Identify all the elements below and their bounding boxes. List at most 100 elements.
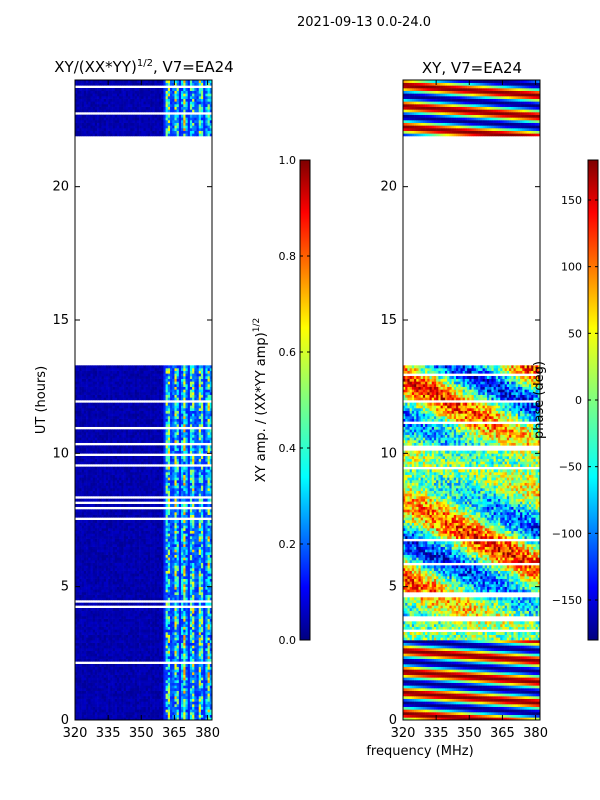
left-heatmap-cell — [143, 608, 147, 611]
left-heatmap-cell — [108, 536, 111, 539]
left-heatmap-cell — [103, 490, 107, 494]
left-heatmap-cell — [114, 672, 118, 675]
left-heatmap-cell — [152, 533, 155, 537]
left-heatmap-cell — [158, 618, 162, 622]
left-heatmap-cell — [163, 613, 166, 617]
left-heatmap-cell — [112, 530, 116, 534]
left-heatmap-cell — [79, 578, 82, 582]
left-heatmap-cell — [125, 597, 129, 601]
left-heatmap-cell — [81, 490, 85, 494]
left-heatmap-cell — [174, 658, 177, 662]
left-heatmap-cell — [143, 570, 147, 574]
left-heatmap-cell — [134, 602, 138, 606]
left-heatmap-cell — [132, 656, 135, 659]
left-heatmap-cell — [185, 618, 188, 622]
left-heatmap-cell — [90, 608, 93, 611]
left-heatmap-cell — [79, 626, 82, 630]
left-heatmap-cell — [163, 624, 166, 627]
left-heatmap-cell — [123, 522, 127, 526]
left-heatmap-cell — [108, 602, 111, 606]
left-heatmap-cell — [156, 642, 160, 646]
left-heatmap-cell — [145, 682, 149, 686]
left-heatmap-cell — [92, 525, 96, 529]
left-heatmap-cell — [108, 573, 111, 577]
left-heatmap-cell — [200, 608, 204, 611]
left-heatmap-cell — [181, 613, 184, 617]
left-heatmap-cell — [194, 549, 197, 553]
left-heatmap-cell — [198, 650, 202, 654]
left-heatmap-cell — [112, 562, 116, 566]
left-heatmap-cell — [145, 685, 149, 689]
left-heatmap-cell — [132, 538, 135, 542]
left-heatmap-cell — [103, 674, 107, 678]
left-heatmap-cell — [77, 514, 80, 518]
left-heatmap-cell — [154, 538, 158, 542]
left-heatmap-cell — [172, 570, 175, 574]
left-heatmap-cell — [152, 642, 155, 646]
left-heatmap-cell — [170, 512, 173, 515]
left-heatmap-cell — [165, 562, 169, 566]
left-heatmap-cell — [196, 613, 200, 617]
left-heatmap-cell — [161, 645, 164, 649]
left-heatmap-cell — [181, 648, 184, 651]
left-heatmap-cell — [203, 680, 206, 683]
left-heatmap-cell — [198, 597, 202, 601]
left-heatmap-cell — [132, 680, 135, 683]
left-heatmap-cell — [130, 485, 133, 489]
left-heatmap-cell — [136, 541, 140, 545]
left-heatmap-cell — [136, 669, 140, 673]
left-heatmap-cell — [88, 688, 91, 691]
left-heatmap-cell — [203, 610, 206, 614]
left-heatmap-cell — [205, 666, 208, 670]
left-heatmap-cell — [132, 512, 135, 515]
left-heatmap-cell — [176, 629, 180, 633]
left-heatmap-cell — [116, 613, 120, 617]
left-heatmap-cell — [75, 533, 78, 537]
left-heatmap-cell — [94, 626, 98, 630]
left-heatmap-cell — [147, 538, 151, 542]
left-heatmap-cell — [147, 498, 151, 502]
left-heatmap-cell — [198, 573, 202, 577]
left-heatmap-cell — [156, 632, 160, 635]
left-heatmap-cell — [97, 682, 100, 686]
left-heatmap-cell — [123, 685, 127, 689]
left-heatmap-cell — [167, 698, 171, 702]
left-heatmap-cell — [207, 680, 211, 683]
left-heatmap-cell — [94, 568, 98, 571]
left-heatmap-cell — [132, 658, 135, 662]
left-heatmap-cell — [81, 525, 85, 529]
left-heatmap-cell — [92, 624, 96, 627]
left-heatmap-cell — [152, 562, 155, 566]
left-heatmap-cell — [116, 602, 120, 606]
left-heatmap-cell — [103, 682, 107, 686]
left-heatmap-cell — [189, 498, 193, 502]
left-heatmap-cell — [105, 690, 109, 694]
left-heatmap-cell — [192, 648, 195, 651]
left-heatmap-cell — [194, 658, 197, 662]
left-heatmap-cell — [123, 637, 127, 641]
left-heatmap-cell — [181, 626, 184, 630]
left-heatmap-cell — [154, 616, 158, 619]
left-heatmap-cell — [110, 541, 113, 545]
left-heatmap-cell — [203, 712, 206, 715]
left-heatmap-cell — [92, 554, 96, 558]
left-heatmap-cell — [121, 616, 124, 619]
left-heatmap-cell — [209, 680, 212, 683]
left-heatmap-cell — [77, 696, 80, 699]
left-heatmap-cell — [192, 650, 195, 654]
left-heatmap-cell — [103, 648, 107, 651]
left-heatmap-cell — [105, 696, 109, 699]
left-heatmap-cell — [132, 520, 135, 523]
left-heatmap-cell — [101, 698, 105, 702]
left-heatmap-cell — [196, 637, 200, 641]
left-heatmap-cell — [114, 485, 118, 489]
left-heatmap-cell — [125, 714, 129, 718]
left-heatmap-cell — [163, 584, 166, 587]
left-heatmap-cell — [130, 544, 133, 547]
left-heatmap-cell — [83, 514, 87, 518]
left-heatmap-cell — [154, 626, 158, 630]
left-heatmap-cell — [92, 490, 96, 494]
left-heatmap-cell — [79, 541, 82, 545]
left-heatmap-cell — [174, 549, 177, 553]
left-heatmap-cell — [187, 602, 191, 606]
